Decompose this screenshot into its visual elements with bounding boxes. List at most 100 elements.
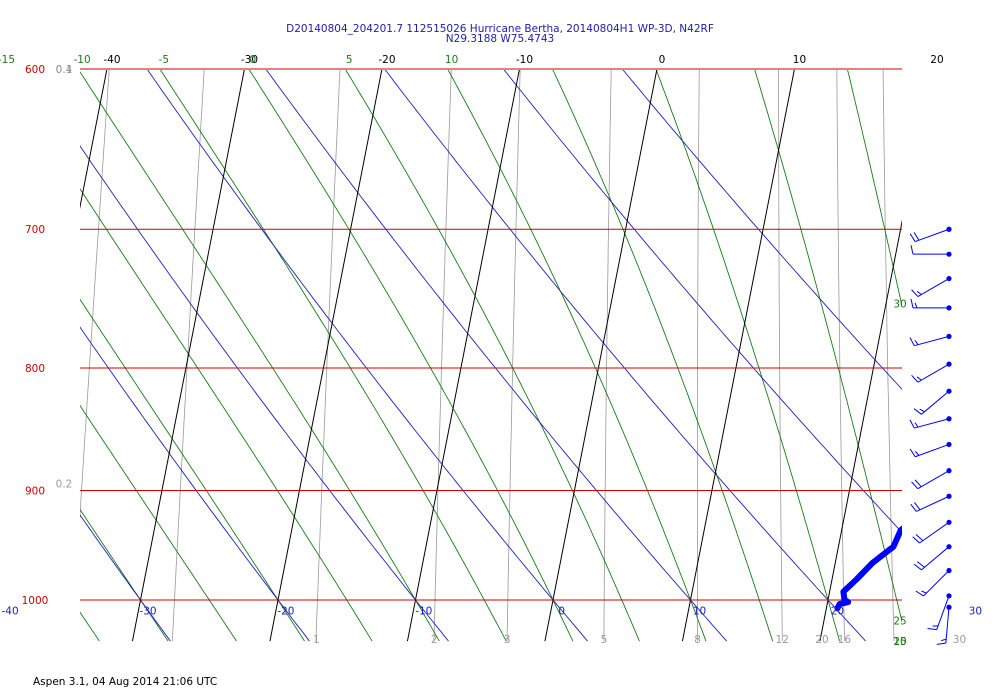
isotherm-line <box>544 70 658 642</box>
mixing-ratio-line <box>0 34 23 641</box>
mixing-ratio-line <box>836 70 845 642</box>
moist-adiabat-label: 15 <box>893 636 906 648</box>
dry-adiabat-line <box>503 70 902 534</box>
dry-adiabat-line <box>80 514 171 642</box>
wind-barb-feather <box>914 451 920 456</box>
isotherm-line <box>819 219 902 642</box>
wind-barb-feather <box>909 337 915 346</box>
mixing-ratio-label: 0.1 <box>56 64 73 76</box>
isotherm-label: -40 <box>103 54 120 66</box>
wind-barb-feather <box>936 642 946 645</box>
chart-location: N29.3188 W75.4743 <box>445 33 555 45</box>
moist-adiabat-label: -10 <box>74 54 91 66</box>
wind-barb-feather <box>914 422 919 428</box>
dry-adiabat-line <box>0 34 31 641</box>
footer-text: Aspen 3.1, 04 Aug 2014 21:06 UTC <box>33 676 218 688</box>
mixing-ratio-line <box>433 70 452 642</box>
moist-adiabat-line <box>80 404 237 642</box>
isotherm-label: 20 <box>930 54 943 66</box>
mixing-ratio-label: 2 <box>431 634 438 646</box>
wind-barb-shaft <box>914 335 950 347</box>
wind-barb-dot <box>946 388 952 394</box>
wind-barb-dot <box>946 441 952 448</box>
pressure-label: 900 <box>25 485 45 497</box>
mixing-ratio-line <box>315 70 341 642</box>
wind-barb-shaft <box>945 607 950 644</box>
moist-adiabat-label: 0 <box>249 54 256 66</box>
moist-adiabat-line <box>847 70 902 309</box>
mixing-ratio-label: 12 <box>776 634 789 646</box>
wind-barb-shaft <box>914 418 950 429</box>
wind-barb-feather <box>914 302 918 309</box>
isotherm-label: -30 <box>241 54 258 66</box>
wind-barb <box>910 298 952 311</box>
mixing-ratio-line <box>80 70 110 521</box>
wind-barb-dot <box>946 593 952 599</box>
dry-adiabat-line <box>384 70 866 642</box>
dry-adiabat-label: 0 <box>558 605 565 617</box>
wind-barb-shaft <box>915 443 950 458</box>
dry-adiabat-label: -10 <box>415 605 432 617</box>
isotherm-line <box>269 70 383 642</box>
wind-barb-feather <box>914 340 919 345</box>
wind-barb-dot <box>946 604 952 610</box>
dry-adiabat-label: 10 <box>693 605 706 617</box>
pressure-label: 600 <box>25 64 45 76</box>
mixing-ratio-line <box>882 70 895 642</box>
wind-barb-feather <box>909 233 916 242</box>
wind-barb-dot <box>946 544 952 550</box>
wind-barb-shaft <box>917 278 950 297</box>
wind-barb-shaft <box>917 470 950 490</box>
wind-barb <box>915 567 952 597</box>
moist-adiabat-line <box>447 70 707 642</box>
wind-barb <box>911 275 952 297</box>
moist-adiabat-label: -15 <box>0 54 15 66</box>
wind-barb-feather <box>910 298 914 308</box>
mixing-ratio-line <box>697 70 700 642</box>
wind-barb-dot <box>946 519 952 525</box>
wind-barb-shaft <box>919 521 950 544</box>
dry-adiabat-line <box>80 145 449 642</box>
wind-barb-shaft <box>936 595 950 630</box>
mixing-ratio-label: 3 <box>504 634 511 646</box>
wind-barb-dot <box>946 416 952 422</box>
wind-barb-feather <box>915 534 924 542</box>
wind-barb-feather <box>921 590 927 594</box>
wind-barb-shaft <box>916 495 950 512</box>
wind-barb-feather <box>914 479 922 487</box>
wind-barb-shaft <box>921 390 950 415</box>
wind-barb <box>936 604 952 645</box>
wind-barb-feather <box>909 419 915 429</box>
wind-barb-feather <box>910 503 917 512</box>
wind-barb <box>909 333 952 347</box>
wind-barb-feather <box>911 375 919 383</box>
wind-barb <box>909 226 952 243</box>
dry-adiabat-label: -30 <box>139 605 156 617</box>
wind-barb-feather <box>913 408 922 415</box>
moist-adiabat-line <box>921 0 1000 641</box>
wind-barb <box>909 441 952 458</box>
isotherm-line <box>80 70 108 210</box>
isotherm-line <box>407 70 520 642</box>
moist-adiabat-line <box>0 0 30 641</box>
wind-barb-feather <box>913 563 922 571</box>
wind-barb-shaft <box>917 363 950 383</box>
mixing-ratio-label: 0.2 <box>56 479 73 491</box>
moist-adiabat-label: 5 <box>346 54 353 66</box>
wind-barb <box>910 493 952 512</box>
moist-adiabat-label: -5 <box>159 54 169 66</box>
moist-adiabat-line <box>80 611 100 642</box>
moist-adiabat-line <box>80 508 169 642</box>
wind-barb-dot <box>946 333 952 339</box>
wind-barb <box>913 544 952 571</box>
wind-barb-dot <box>946 468 952 474</box>
mixing-ratio-line <box>171 70 205 642</box>
wind-barb-dot <box>946 361 952 367</box>
moist-adiabat-line <box>80 71 440 642</box>
wind-barb-feather <box>916 561 925 568</box>
wind-barb <box>911 468 952 490</box>
dry-adiabat-line <box>80 326 310 642</box>
dry-adiabat-label: -20 <box>277 605 294 617</box>
wind-barb-feather <box>913 232 920 241</box>
